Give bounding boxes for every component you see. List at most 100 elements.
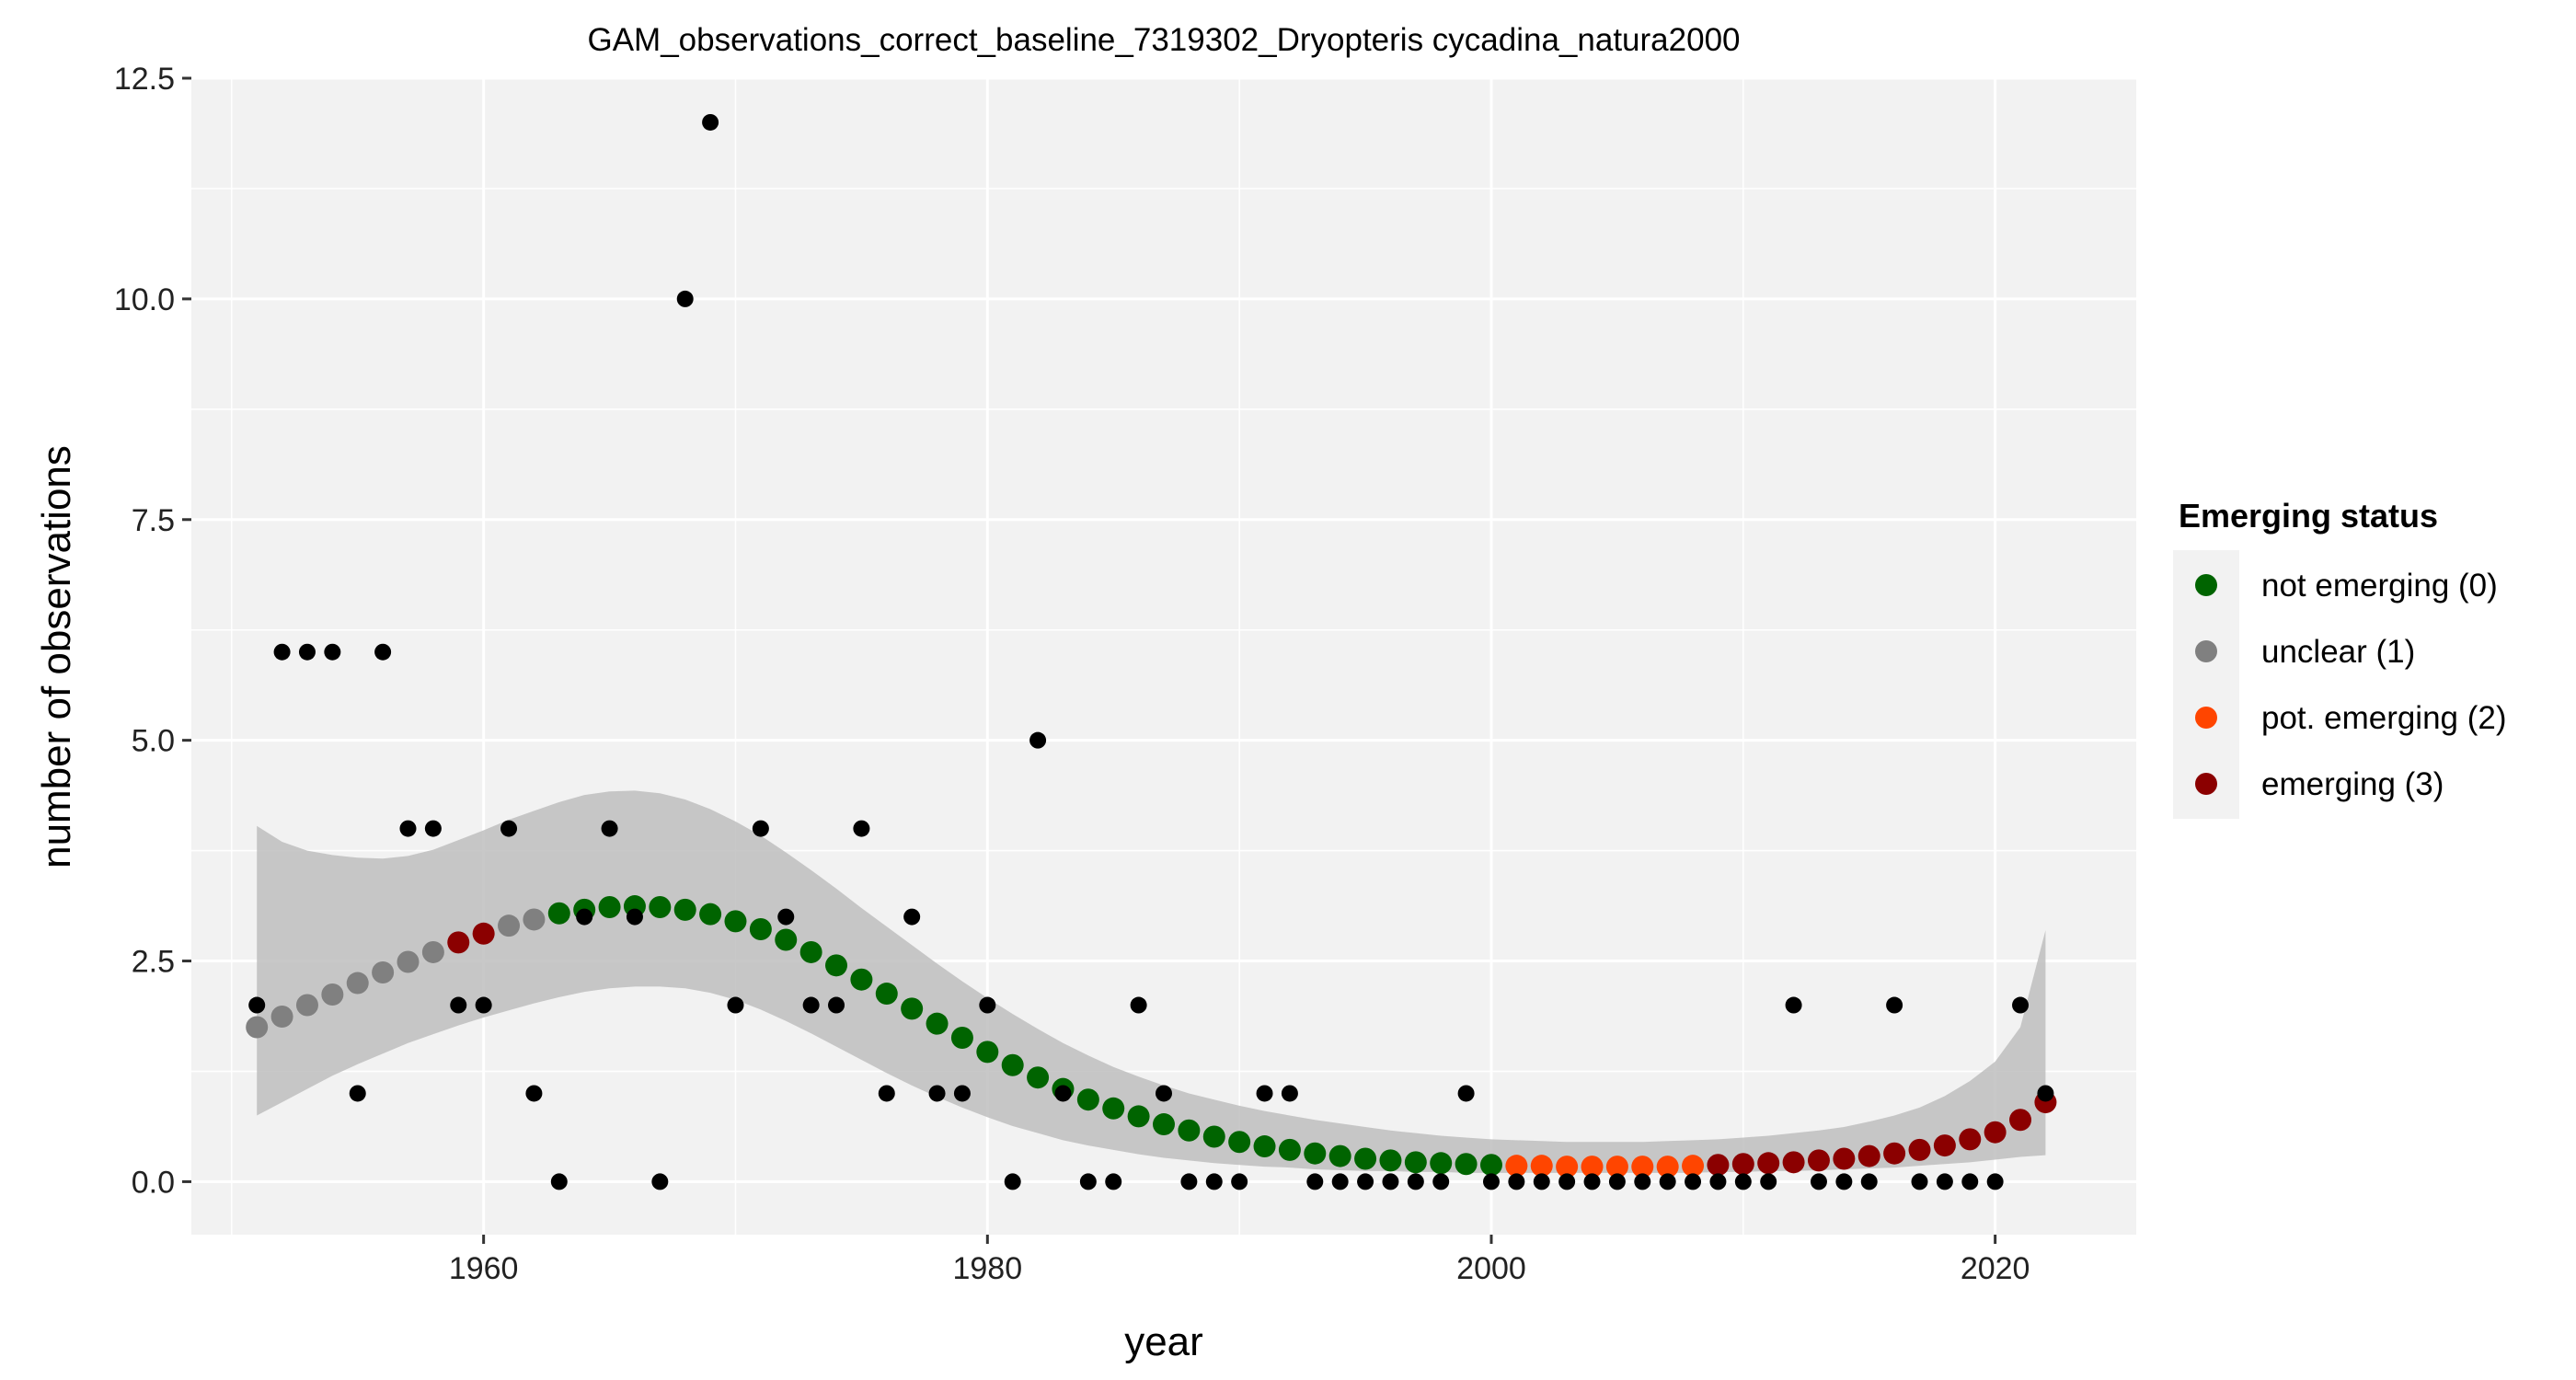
observation-point (1205, 1173, 1223, 1190)
legend-key (2195, 773, 2217, 795)
y-tick-label: 2.5 (132, 945, 175, 980)
fitted-point (498, 914, 521, 937)
observation-point (1685, 1173, 1702, 1190)
fitted-point (775, 928, 798, 951)
y-tick-label: 7.5 (132, 503, 175, 538)
observation-point (1256, 1085, 1273, 1102)
fitted-point (1631, 1156, 1654, 1179)
fitted-point (246, 1016, 269, 1039)
y-axis-title: number of observations (34, 445, 79, 868)
observation-point (550, 1173, 568, 1190)
fitted-point (1581, 1156, 1604, 1179)
observation-point (752, 820, 769, 837)
observation-point (1583, 1173, 1601, 1190)
fitted-point (1304, 1142, 1327, 1165)
observation-point (2012, 996, 2030, 1014)
fitted-point (1153, 1113, 1175, 1136)
fitted-point (649, 896, 672, 919)
observation-point (1608, 1173, 1626, 1190)
observation-point (928, 1085, 946, 1102)
observation-point (324, 643, 341, 661)
observation-point (248, 996, 266, 1014)
fitted-point (1857, 1144, 1880, 1167)
fitted-point (1782, 1151, 1805, 1174)
fitted-point (1984, 1121, 2007, 1144)
observation-point (424, 820, 442, 837)
observation-point (1079, 1173, 1097, 1190)
observation-point (1860, 1173, 1878, 1190)
fitted-point (1278, 1138, 1301, 1161)
fitted-point (1102, 1097, 1125, 1120)
fitted-point (598, 896, 621, 919)
observation-point (878, 1085, 895, 1102)
observation-point (1382, 1173, 1399, 1190)
observation-point (1231, 1173, 1248, 1190)
chart-title: GAM_observations_correct_baseline_731930… (587, 22, 1740, 58)
observation-point (651, 1173, 669, 1190)
fitted-point (295, 994, 318, 1017)
observation-point (802, 996, 820, 1014)
fitted-point (1479, 1154, 1502, 1177)
fitted-point (1455, 1153, 1478, 1176)
observation-point (1432, 1173, 1450, 1190)
observation-point (1785, 996, 1802, 1014)
fitted-point (699, 903, 722, 926)
observation-point (676, 290, 694, 307)
legend-label: unclear (1) (2261, 634, 2415, 670)
fitted-point (1731, 1153, 1754, 1176)
observation-point (1331, 1173, 1349, 1190)
observation-point (777, 908, 795, 926)
fitted-point (673, 898, 696, 921)
fitted-point (1379, 1149, 1402, 1172)
fitted-point (724, 910, 747, 933)
fitted-point (850, 968, 873, 991)
observation-point (1130, 996, 1147, 1014)
legend-label: emerging (3) (2261, 766, 2444, 802)
observation-point (853, 820, 870, 837)
x-tick-label: 2000 (1456, 1251, 1526, 1286)
fitted-point (1530, 1155, 1553, 1178)
fitted-point (1757, 1152, 1780, 1175)
observation-point (1810, 1173, 1827, 1190)
fitted-point (1833, 1147, 1856, 1170)
observation-point (1457, 1085, 1475, 1102)
y-tick-label: 0.0 (132, 1165, 175, 1200)
observation-point (525, 1085, 543, 1102)
fitted-point (1505, 1155, 1528, 1178)
y-tick-label: 12.5 (114, 62, 175, 97)
fitted-point (472, 922, 495, 945)
plot-panel (191, 76, 2136, 1235)
fitted-points-layer (246, 895, 2057, 1179)
observation-point (374, 643, 392, 661)
fitted-point (1404, 1151, 1427, 1174)
observation-point (626, 908, 643, 926)
fitted-point (1682, 1155, 1705, 1178)
x-tick-label: 1980 (952, 1251, 1022, 1286)
observation-point (702, 113, 719, 131)
fitted-point (547, 902, 570, 925)
legend-key (2195, 707, 2217, 729)
observation-point (1634, 1173, 1651, 1190)
fitted-point (1807, 1149, 1830, 1172)
confidence-band (257, 790, 2046, 1173)
observation-point (1936, 1173, 1953, 1190)
observation-point (475, 996, 492, 1014)
fitted-point (1202, 1125, 1225, 1148)
fitted-point (397, 950, 420, 973)
fitted-point (1556, 1156, 1579, 1179)
fitted-point (875, 983, 898, 1006)
observation-point (1156, 1085, 1172, 1102)
fitted-point (950, 1027, 973, 1050)
fitted-point (1656, 1156, 1679, 1179)
observation-point (1508, 1173, 1525, 1190)
fitted-point (1328, 1144, 1351, 1167)
fitted-point (749, 917, 772, 940)
observation-point (450, 996, 467, 1014)
observation-point (1029, 731, 1047, 749)
fitted-point (976, 1041, 999, 1064)
fitted-point (1027, 1066, 1050, 1089)
legend: Emerging status not emerging (0) unclear … (2173, 497, 2507, 819)
legend-key (2195, 574, 2217, 596)
axes: 1960 1980 2000 2020 0.0 2.5 5.0 7.5 10.0 12.5 (114, 62, 2030, 1286)
